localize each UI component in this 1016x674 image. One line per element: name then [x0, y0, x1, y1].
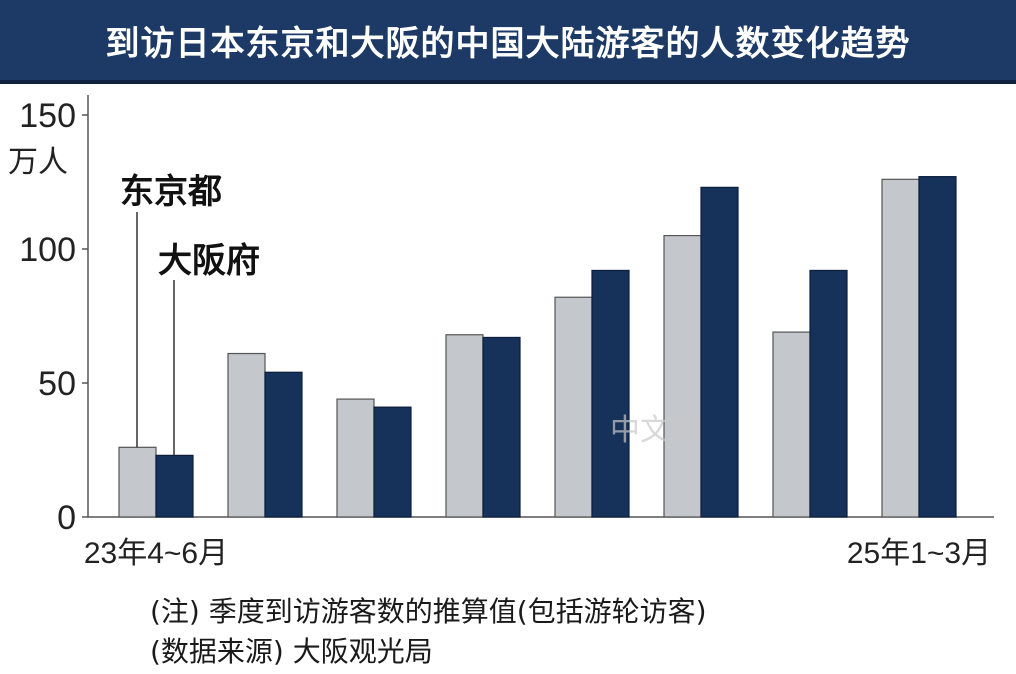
- bar-tokyo: [772, 331, 811, 518]
- x-tick-label: 25年1~3月: [847, 537, 991, 570]
- chart-title: 到访日本东京和大阪的中国大陆游客的人数变化趋势: [105, 23, 911, 64]
- note-text: (注) 季度到访游客数的推算值(包括游轮访客): [150, 595, 707, 628]
- title-bar: 到访日本东京和大阪的中国大陆游客的人数变化趋势: [0, 0, 1016, 84]
- legend-label: 东京都: [120, 172, 222, 212]
- y-tick-label: 0: [57, 499, 76, 537]
- bar-tokyo: [118, 446, 157, 518]
- bar-osaka: [155, 454, 194, 518]
- bar-osaka: [373, 406, 412, 518]
- bar-osaka: [482, 336, 521, 518]
- bar-tokyo: [445, 334, 484, 518]
- y-tick-label: 150: [19, 97, 76, 135]
- x-labels: 23年4~6月 25年1~3月: [84, 537, 991, 570]
- bar-tokyo: [227, 352, 266, 518]
- source-text: (数据来源) 大阪观光局: [150, 635, 433, 668]
- watermark: 中文网: [610, 413, 700, 448]
- y-tick-label: 50: [38, 365, 76, 403]
- bar-tokyo: [336, 398, 375, 518]
- bar-osaka: [264, 371, 303, 518]
- bar-tokyo: [663, 235, 702, 518]
- y-unit-label: 万人: [8, 146, 68, 179]
- bar-osaka: [918, 176, 957, 518]
- legend-label: 大阪府: [158, 241, 260, 281]
- y-tick-label: 100: [19, 231, 76, 269]
- y-ticks: 0 50 100 150: [19, 97, 88, 537]
- bar-osaka: [700, 186, 739, 518]
- x-tick-label: 23年4~6月: [84, 537, 228, 570]
- bar-tokyo: [881, 178, 920, 518]
- notes: (注) 季度到访游客数的推算值(包括游轮访客) (数据来源) 大阪观光局: [150, 592, 707, 672]
- bar-tokyo: [554, 296, 593, 518]
- bar-osaka: [591, 269, 630, 518]
- bars: [118, 176, 957, 518]
- bar-osaka: [809, 269, 848, 518]
